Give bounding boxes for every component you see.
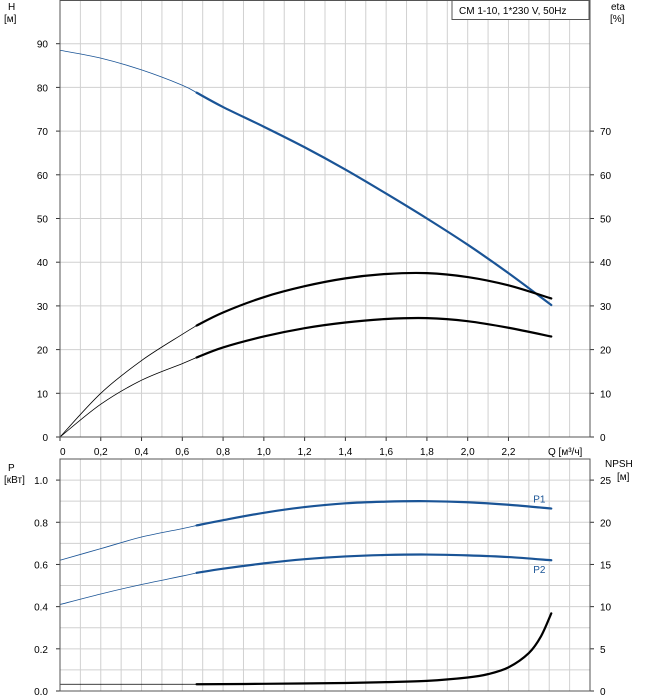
lower-plot-frame — [59, 458, 591, 692]
npsh-curve — [195, 612, 553, 686]
label-layer: 0 0,2 0,4 0,6 0,8 1,0 1,2 1,4 1,6 1,8 2,0 2,2 0 10 20 3… — [34, 40, 611, 698]
upper-plot-frame — [59, 0, 591, 438]
upper-right-tick-label: 50 — [600, 215, 612, 226]
title-box — [451, 0, 590, 20]
upper-left-tick-label: 90 — [37, 40, 49, 51]
upper-left-tick-label: 50 — [37, 215, 49, 226]
upper-left-tick-label: 0 — [42, 433, 48, 444]
p2-curve-label: P2 — [533, 565, 546, 576]
eta-total-curve-extrapolated — [59, 357, 197, 438]
lower-left-axis-title: P — [8, 463, 15, 474]
lower-left-tick-label: 0.0 — [34, 687, 48, 698]
upper-right-axis-unit: [%] — [610, 14, 625, 25]
upper-right-tick-label: 10 — [600, 389, 612, 400]
upper-left-tick-label: 30 — [37, 302, 49, 313]
upper-left-tick-label: 70 — [37, 127, 49, 138]
eta-curve-extrapolated — [59, 325, 197, 438]
x-tick-label: 1,8 — [420, 447, 434, 458]
upper-left-tick-label: 20 — [37, 346, 49, 357]
lower-right-axis-unit: [м] — [617, 472, 630, 483]
upper-left-tick-label: 40 — [37, 258, 49, 269]
upper-right-tick-label: 40 — [600, 258, 612, 269]
lower-left-tick-label: 0.4 — [34, 603, 48, 614]
p2-curve-extrapolated — [59, 572, 197, 605]
upper-left-axis-title: H — [8, 2, 15, 13]
upper-right-tick-label: 70 — [600, 127, 612, 138]
p2-curve — [195, 553, 553, 574]
upper-right-tick-label: 60 — [600, 171, 612, 182]
upper-left-tick-label: 10 — [37, 389, 49, 400]
lower-left-tick-label: 0.8 — [34, 518, 48, 529]
lower-right-tick-label: 25 — [600, 476, 612, 487]
upper-right-tick-label: 20 — [600, 346, 612, 357]
x-tick-label: 1,4 — [338, 447, 352, 458]
lower-right-tick-label: 0 — [600, 687, 606, 698]
x-tick-label: 0,4 — [135, 447, 149, 458]
p1-curve-extrapolated — [59, 525, 197, 561]
upper-left-tick-label: 60 — [37, 171, 49, 182]
p1-curve — [195, 500, 553, 527]
p1-curve-label: P1 — [533, 495, 546, 506]
lower-left-axis-unit: [кВт] — [4, 475, 25, 486]
x-tick-label: 0,6 — [175, 447, 189, 458]
upper-right-axis-title: eta — [611, 2, 625, 13]
lower-right-tick-label: 5 — [600, 645, 606, 656]
x-tick-label: 0 — [60, 447, 66, 458]
grid-layer — [60, 0, 590, 691]
lower-left-tick-label: 1.0 — [34, 476, 48, 487]
upper-right-tick-label: 30 — [600, 302, 612, 313]
x-tick-label: 2,2 — [502, 447, 516, 458]
upper-left-axis-unit: [м] — [4, 14, 17, 25]
x-tick-label: 0,8 — [216, 447, 230, 458]
lower-left-tick-label: 0.2 — [34, 645, 48, 656]
x-axis-title: Q [м³/ч] — [548, 447, 583, 458]
eta-total-curve — [195, 316, 553, 359]
eta-curve — [195, 271, 553, 327]
x-tick-label: 2,0 — [461, 447, 475, 458]
h-curve-extrapolated — [59, 49, 197, 94]
lower-right-tick-label: 15 — [600, 560, 612, 571]
chart-title: CM 1-10, 1*230 V, 50Hz — [459, 6, 566, 17]
lower-left-tick-label: 0.6 — [34, 560, 48, 571]
curve-layer — [59, 49, 553, 686]
x-tick-label: 0,2 — [94, 447, 108, 458]
upper-right-tick-label: 0 — [600, 433, 606, 444]
x-tick-label: 1,2 — [298, 447, 312, 458]
h-curve — [195, 91, 553, 307]
lower-right-tick-label: 20 — [600, 518, 612, 529]
x-tick-label: 1,6 — [379, 447, 393, 458]
x-tick-label: 1,0 — [257, 447, 271, 458]
lower-right-tick-label: 10 — [600, 603, 612, 614]
lower-right-axis-title: NPSH — [605, 459, 633, 470]
upper-left-tick-label: 80 — [37, 83, 49, 94]
